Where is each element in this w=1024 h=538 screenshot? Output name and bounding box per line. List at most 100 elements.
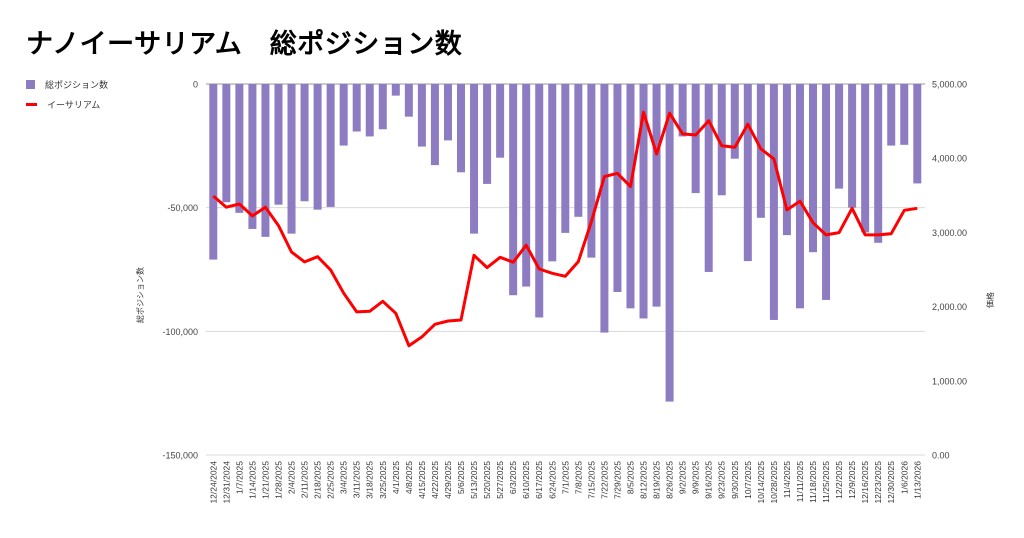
x-tick-label: 5/27/2025 (495, 461, 505, 499)
x-tick-label: 5/13/2025 (469, 461, 479, 499)
legend-label-positions: 総ポジション数 (45, 81, 109, 91)
bar (613, 84, 622, 293)
bar (913, 84, 922, 184)
bar (274, 84, 283, 205)
x-tick-label: 7/22/2025 (599, 461, 609, 499)
bar (691, 84, 700, 194)
bar (235, 84, 244, 213)
bar (717, 84, 726, 196)
bar (417, 84, 426, 147)
left-tick-label: -150,000 (162, 451, 198, 461)
x-tick-label: 10/14/2025 (756, 461, 766, 504)
x-tick-label: 8/12/2025 (639, 461, 649, 499)
right-tick-label: 5,000.00 (932, 80, 967, 90)
bar (678, 84, 687, 137)
bar (756, 84, 765, 218)
x-tick-label: 4/1/2025 (391, 461, 401, 494)
x-tick-label: 2/11/2025 (300, 461, 310, 498)
bar (626, 84, 635, 309)
legend-label-eth: イーサリアム (47, 101, 101, 111)
bar (326, 84, 335, 207)
x-tick-label: 12/2/2025 (834, 461, 844, 499)
right-tick-label: 4,000.00 (932, 154, 967, 164)
x-tick-label: 3/25/2025 (378, 461, 388, 499)
bar (743, 84, 752, 262)
bar (561, 84, 570, 233)
bar (600, 84, 609, 333)
bar (352, 84, 361, 132)
x-tick-label: 2/18/2025 (313, 461, 323, 499)
bar (457, 84, 466, 173)
bar (339, 84, 348, 146)
left-tick-label: 0 (193, 80, 198, 90)
x-tick-label: 7/29/2025 (612, 461, 622, 499)
bar (404, 84, 413, 117)
x-tick-label: 3/4/2025 (339, 461, 349, 494)
left-axis-title: 総ポジション数 (135, 267, 145, 323)
x-tick-label: 3/11/2025 (352, 461, 362, 498)
bar (730, 84, 739, 159)
x-tick-label: 12/16/2025 (860, 461, 870, 504)
x-tick-label: 1/28/2025 (273, 461, 283, 499)
bar (248, 84, 257, 229)
legend-item-eth: イーサリアム (26, 98, 100, 111)
x-tick-label: 9/16/2025 (704, 461, 714, 499)
bar (365, 84, 374, 137)
x-tick-label: 4/8/2025 (404, 461, 414, 494)
x-tick-label: 12/9/2025 (847, 461, 857, 499)
bar (861, 84, 870, 233)
x-tick-label: 12/30/2025 (886, 461, 896, 504)
bar (704, 84, 713, 272)
bar (574, 84, 583, 217)
bar (209, 84, 218, 260)
bar (313, 84, 322, 210)
x-tick-label: 6/24/2025 (547, 461, 557, 499)
bar (483, 84, 492, 184)
x-tick-label: 12/31/2024 (221, 461, 231, 504)
x-tick-label: 5/6/2025 (456, 461, 466, 494)
x-tick-label: 7/15/2025 (586, 461, 596, 499)
bar (874, 84, 883, 243)
x-tick-label: 9/23/2025 (717, 461, 727, 499)
legend-item-positions: 総ポジション数 (26, 78, 108, 91)
bar (509, 84, 518, 296)
bar (848, 84, 857, 208)
x-tick-label: 1/7/2025 (234, 461, 244, 494)
left-tick-label: -100,000 (162, 327, 198, 337)
x-tick-label: 4/15/2025 (417, 461, 427, 499)
x-tick-label: 8/5/2025 (625, 461, 635, 494)
bar (548, 84, 557, 262)
legend-swatch-line (26, 103, 37, 106)
right-tick-label: 3,000.00 (932, 228, 967, 238)
bar (665, 84, 674, 402)
legend-swatch-bar (26, 80, 35, 89)
x-tick-label: 8/19/2025 (652, 461, 662, 499)
bar (287, 84, 296, 234)
x-tick-label: 4/22/2025 (430, 461, 440, 499)
chart-title: ナノイーサリアム 総ポジション数 (26, 29, 463, 60)
bar (391, 84, 400, 96)
x-tick-label: 1/14/2025 (247, 461, 257, 499)
bar (522, 84, 531, 287)
left-tick-label: -50,000 (167, 203, 198, 213)
bar (639, 84, 648, 319)
x-tick-label: 3/18/2025 (365, 461, 375, 499)
bar (470, 84, 479, 234)
bar (795, 84, 804, 309)
bar (652, 84, 661, 307)
bar (835, 84, 844, 189)
x-tick-label: 12/24/2024 (208, 461, 218, 504)
bar (378, 84, 387, 130)
right-tick-label: 1,000.00 (932, 376, 967, 386)
x-tick-label: 8/26/2025 (665, 461, 675, 499)
bar (443, 84, 452, 141)
bar (496, 84, 505, 158)
x-tick-label: 2/4/2025 (287, 461, 297, 494)
x-tick-label: 1/21/2025 (260, 461, 270, 499)
bar (535, 84, 544, 318)
x-tick-label: 11/18/2025 (808, 461, 818, 503)
x-tick-label: 1/13/2026 (912, 461, 922, 499)
right-tick-label: 2,000.00 (932, 302, 967, 312)
bar (887, 84, 896, 146)
